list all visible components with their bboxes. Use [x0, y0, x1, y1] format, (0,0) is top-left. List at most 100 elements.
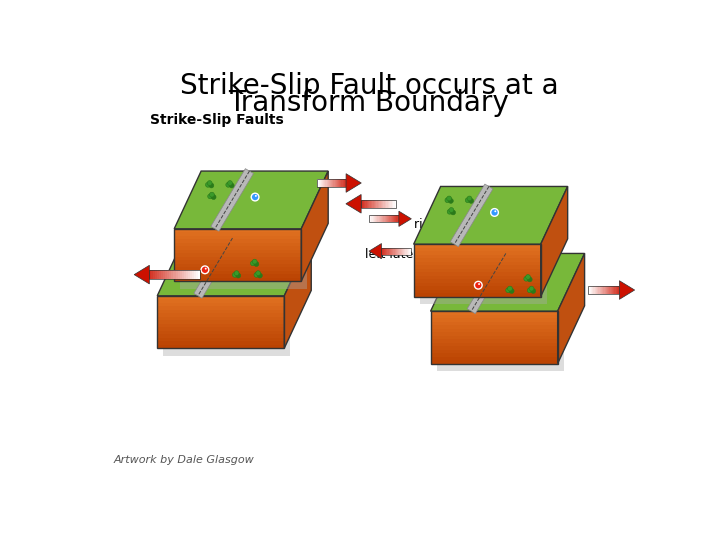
- Polygon shape: [393, 215, 394, 222]
- Text: left lateral: left lateral: [365, 248, 430, 261]
- Polygon shape: [390, 200, 392, 208]
- Polygon shape: [178, 271, 179, 279]
- Polygon shape: [597, 286, 598, 294]
- Polygon shape: [197, 271, 199, 279]
- Circle shape: [233, 273, 238, 278]
- Polygon shape: [323, 179, 324, 187]
- Polygon shape: [379, 215, 381, 222]
- Polygon shape: [327, 179, 328, 187]
- Polygon shape: [437, 319, 564, 372]
- Circle shape: [234, 271, 239, 275]
- Polygon shape: [386, 215, 387, 222]
- Polygon shape: [591, 286, 592, 294]
- Circle shape: [211, 194, 216, 199]
- Polygon shape: [414, 255, 541, 258]
- Polygon shape: [346, 194, 361, 213]
- Circle shape: [495, 211, 496, 212]
- Polygon shape: [394, 215, 395, 222]
- Polygon shape: [153, 271, 156, 279]
- Polygon shape: [157, 327, 284, 330]
- Polygon shape: [346, 174, 361, 192]
- Circle shape: [469, 199, 474, 204]
- Polygon shape: [590, 286, 591, 294]
- Polygon shape: [431, 336, 558, 339]
- Polygon shape: [196, 271, 197, 279]
- Circle shape: [505, 288, 510, 293]
- Polygon shape: [324, 179, 325, 187]
- Circle shape: [449, 199, 454, 204]
- Polygon shape: [381, 200, 382, 208]
- Polygon shape: [595, 286, 596, 294]
- Polygon shape: [396, 248, 397, 254]
- Polygon shape: [598, 286, 600, 294]
- Polygon shape: [431, 253, 585, 311]
- Polygon shape: [392, 200, 393, 208]
- Polygon shape: [558, 253, 585, 363]
- Polygon shape: [431, 315, 558, 318]
- Polygon shape: [414, 251, 541, 255]
- Bar: [254, 264, 255, 266]
- Polygon shape: [431, 356, 558, 360]
- Polygon shape: [395, 200, 396, 208]
- Polygon shape: [187, 271, 189, 279]
- Polygon shape: [157, 306, 284, 310]
- Polygon shape: [345, 179, 346, 187]
- Polygon shape: [163, 303, 290, 356]
- Polygon shape: [378, 200, 379, 208]
- Polygon shape: [605, 286, 606, 294]
- Circle shape: [474, 281, 482, 289]
- Polygon shape: [618, 286, 619, 294]
- Polygon shape: [369, 215, 370, 222]
- Polygon shape: [331, 179, 333, 187]
- Polygon shape: [364, 200, 365, 208]
- Circle shape: [258, 273, 262, 278]
- Polygon shape: [174, 274, 301, 278]
- Polygon shape: [157, 341, 284, 345]
- Polygon shape: [166, 271, 168, 279]
- Bar: [449, 200, 450, 202]
- Polygon shape: [381, 215, 382, 222]
- Polygon shape: [414, 268, 541, 272]
- Polygon shape: [404, 248, 405, 254]
- Polygon shape: [376, 215, 377, 222]
- Polygon shape: [387, 215, 388, 222]
- Circle shape: [529, 286, 534, 291]
- Polygon shape: [174, 271, 176, 279]
- Polygon shape: [343, 179, 345, 187]
- Polygon shape: [395, 248, 396, 254]
- Polygon shape: [157, 330, 284, 334]
- Polygon shape: [431, 332, 558, 336]
- Circle shape: [531, 288, 536, 293]
- Circle shape: [254, 273, 259, 278]
- Text: Artwork by Dale Glasgow: Artwork by Dale Glasgow: [113, 455, 254, 465]
- Polygon shape: [181, 271, 184, 279]
- Circle shape: [251, 261, 256, 266]
- Circle shape: [210, 192, 215, 197]
- Text: right lateral: right lateral: [414, 218, 487, 231]
- Polygon shape: [180, 237, 307, 289]
- Polygon shape: [391, 248, 392, 254]
- Polygon shape: [593, 286, 595, 294]
- Polygon shape: [431, 318, 558, 322]
- Circle shape: [251, 193, 259, 201]
- Polygon shape: [393, 248, 395, 254]
- Polygon shape: [284, 238, 311, 348]
- Bar: [531, 291, 532, 292]
- Circle shape: [445, 198, 450, 202]
- Polygon shape: [372, 200, 374, 208]
- Polygon shape: [372, 215, 374, 222]
- Polygon shape: [431, 329, 558, 332]
- Polygon shape: [414, 272, 541, 275]
- Polygon shape: [320, 179, 321, 187]
- Polygon shape: [341, 179, 343, 187]
- Polygon shape: [370, 215, 372, 222]
- Polygon shape: [608, 286, 610, 294]
- Text: Strike-Slip Fault occurs at a: Strike-Slip Fault occurs at a: [180, 72, 558, 100]
- Circle shape: [524, 276, 528, 281]
- Polygon shape: [157, 345, 284, 348]
- Polygon shape: [157, 303, 284, 306]
- Polygon shape: [616, 286, 617, 294]
- Polygon shape: [375, 200, 377, 208]
- Polygon shape: [169, 271, 171, 279]
- Polygon shape: [339, 179, 341, 187]
